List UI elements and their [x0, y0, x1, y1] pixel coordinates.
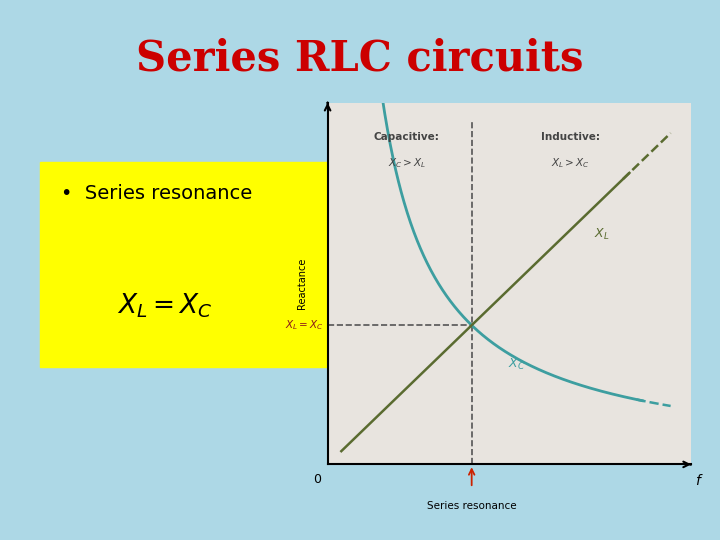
Text: $X_L$: $X_L$ — [594, 227, 610, 242]
Text: Inductive:: Inductive: — [541, 132, 600, 141]
Text: Series RLC circuits: Series RLC circuits — [136, 38, 584, 80]
Text: $X_C > X_L$: $X_C > X_L$ — [387, 157, 426, 171]
Text: $X_C$: $X_C$ — [508, 356, 525, 372]
Text: Capacitive:: Capacitive: — [374, 132, 440, 141]
Text: $X_L = X_C$: $X_L = X_C$ — [117, 292, 213, 320]
Text: $f$: $f$ — [695, 472, 703, 488]
Text: $X_L = X_C$: $X_L = X_C$ — [285, 319, 324, 332]
Text: •  Series resonance: • Series resonance — [61, 184, 253, 202]
Text: $X_L > X_C$: $X_L > X_C$ — [551, 157, 590, 171]
Text: Reactance: Reactance — [297, 258, 307, 309]
Text: 0: 0 — [313, 472, 321, 486]
Text: Series resonance: Series resonance — [427, 501, 516, 511]
Bar — [40, 162, 338, 367]
